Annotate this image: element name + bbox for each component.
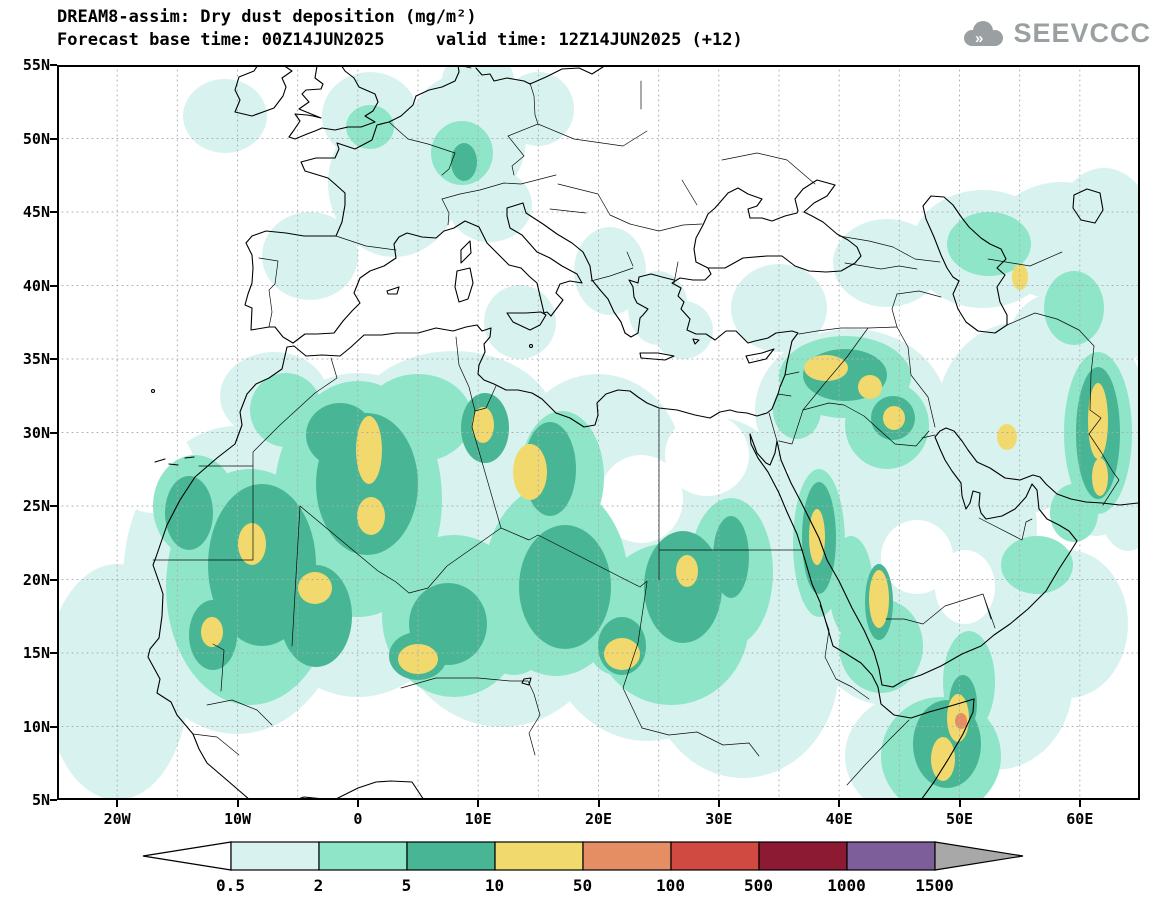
lon-tick bbox=[717, 800, 720, 807]
lat-tick bbox=[50, 284, 57, 287]
lon-tick-label: 60E bbox=[1066, 810, 1094, 828]
svg-text:»: » bbox=[975, 30, 983, 47]
colorbar-band bbox=[669, 841, 760, 871]
lat-tick-label: 40N bbox=[22, 276, 50, 295]
lat-tick bbox=[50, 64, 57, 66]
colorbar-scale bbox=[142, 841, 1023, 871]
lon-tick bbox=[838, 800, 841, 807]
lon-tick-label: 10W bbox=[223, 810, 252, 828]
lat-tick bbox=[50, 137, 57, 140]
colorbar-band bbox=[405, 841, 496, 871]
colorbar-label: 100 bbox=[656, 876, 685, 895]
lat-tick bbox=[50, 578, 57, 581]
colorbar-band bbox=[581, 841, 672, 871]
lat-tick-label: 55N bbox=[22, 56, 50, 74]
colorbar-label: 1500 bbox=[915, 876, 954, 895]
colorbar-label: 1000 bbox=[827, 876, 866, 895]
lat-tick bbox=[50, 505, 57, 507]
lat-tick-label: 45N bbox=[22, 203, 50, 221]
lat-tick bbox=[50, 431, 57, 434]
lon-tick bbox=[958, 800, 961, 807]
borders-layer bbox=[152, 65, 1120, 786]
lon-tick bbox=[1078, 800, 1081, 807]
colorbar-band bbox=[317, 841, 408, 871]
colorbar-legend: 0.5 2 5 10 50 100 500 1000 1500 bbox=[141, 840, 1025, 900]
colorbar-label: 50 bbox=[572, 876, 593, 895]
lat-tick-label: 20N bbox=[22, 570, 50, 589]
lat-tick-label: 5N bbox=[31, 791, 50, 809]
lon-tick-label: 0 bbox=[353, 810, 363, 828]
colorbar-band bbox=[493, 841, 584, 871]
lat-tick-label: 10N bbox=[22, 717, 50, 736]
colorbar-label: 0.5 bbox=[216, 876, 245, 895]
lon-tick-label: 10E bbox=[464, 810, 492, 828]
grid-lines-layer bbox=[57, 65, 1140, 800]
colorbar-band bbox=[229, 841, 320, 871]
lon-tick-label: 20E bbox=[584, 810, 613, 828]
lon-tick bbox=[236, 800, 239, 807]
lat-tick bbox=[50, 799, 57, 801]
lon-tick-label: 30E bbox=[705, 810, 733, 828]
cloud-icon: » bbox=[964, 20, 1004, 47]
lat-tick-label: 25N bbox=[22, 497, 50, 515]
logo-text: SEEVCCC bbox=[1013, 18, 1151, 48]
map-frame-border bbox=[57, 65, 1140, 800]
lon-tick bbox=[356, 800, 359, 807]
chart-title: DREAM8-assim: Dry dust deposition (mg/m²… bbox=[57, 7, 477, 27]
lon-tick-label: 50E bbox=[945, 810, 974, 828]
lon-tick-label: 40E bbox=[825, 810, 853, 828]
lon-tick bbox=[597, 800, 600, 807]
colorbar-label: 2 bbox=[313, 876, 324, 895]
lat-tick bbox=[50, 211, 57, 213]
colorbar-band bbox=[845, 841, 936, 871]
map bbox=[57, 65, 1140, 800]
colorbar-label: 5 bbox=[401, 876, 412, 895]
colorbar-label: 10 bbox=[484, 876, 505, 895]
colorbar-band bbox=[757, 841, 848, 871]
chart-subtitle: Forecast base time: 00Z14JUN2025 valid t… bbox=[57, 30, 743, 50]
map-plot-svg bbox=[57, 65, 1140, 800]
chart-titles: DREAM8-assim: Dry dust deposition (mg/m²… bbox=[57, 6, 743, 52]
lat-tick bbox=[50, 725, 57, 728]
colorbar-label: 500 bbox=[744, 876, 773, 895]
coastlines-layer bbox=[147, 65, 1139, 800]
lat-tick bbox=[50, 358, 57, 360]
lat-tick-label: 30N bbox=[22, 423, 50, 442]
lat-tick-label: 50N bbox=[22, 129, 50, 148]
lon-tick bbox=[116, 800, 119, 807]
lon-tick bbox=[477, 800, 480, 807]
lat-tick bbox=[50, 652, 57, 654]
lat-tick-label: 15N bbox=[22, 644, 50, 662]
seevccc-logo: » SEEVCCC bbox=[960, 18, 1151, 49]
lat-tick-label: 35N bbox=[22, 350, 50, 368]
lon-tick-label: 20W bbox=[103, 810, 131, 828]
